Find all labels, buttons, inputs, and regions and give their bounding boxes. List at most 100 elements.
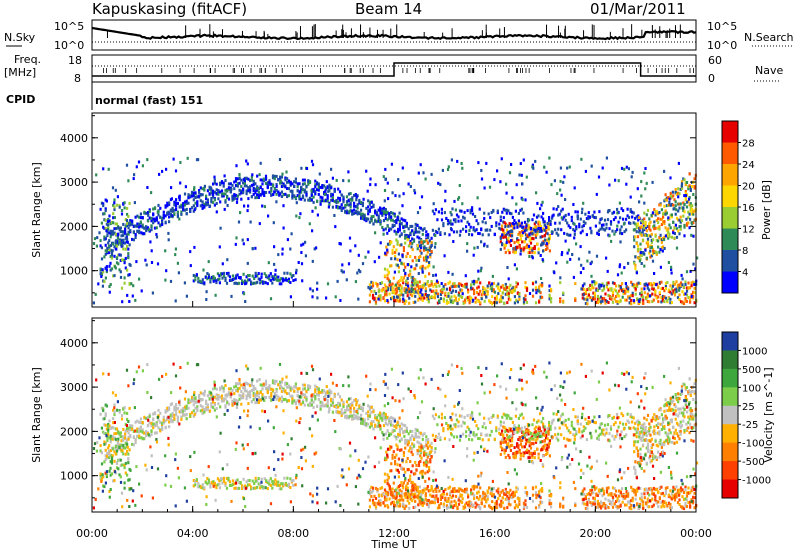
power-cell <box>680 180 684 184</box>
power-cell <box>500 297 503 301</box>
power-cell <box>660 223 663 226</box>
power-cell <box>523 246 526 250</box>
power-cell <box>619 216 622 220</box>
power-cell <box>389 282 392 285</box>
power-cell <box>624 282 627 285</box>
power-cell <box>634 284 637 288</box>
power-cell <box>474 296 477 300</box>
velocity-cell <box>249 390 252 394</box>
power-cell <box>586 288 589 292</box>
power-cell <box>538 286 541 290</box>
velocity-cell <box>112 447 115 451</box>
power-cell <box>424 292 427 296</box>
power-cell <box>261 182 264 186</box>
power-cell <box>269 278 272 282</box>
power-cell <box>193 186 196 190</box>
power-cell <box>684 280 687 284</box>
power-cell <box>515 202 518 206</box>
power-cell <box>540 225 543 229</box>
power-cell <box>286 278 289 282</box>
velocity-cell <box>110 425 114 429</box>
power-cell <box>442 284 445 288</box>
power-cell <box>250 195 253 199</box>
velocity-cell <box>308 403 312 407</box>
power-cell <box>161 169 164 173</box>
power-cell <box>353 201 356 205</box>
power-cell <box>418 244 421 248</box>
power-cell <box>645 213 648 217</box>
power-cell <box>618 300 621 304</box>
power-cell <box>677 195 680 199</box>
power-cell <box>289 295 292 299</box>
power-cell <box>457 291 461 295</box>
velocity-cell <box>260 485 263 489</box>
power-cell <box>531 288 535 292</box>
power-cell <box>605 281 609 285</box>
power-cell <box>251 282 254 285</box>
power-cell <box>525 228 528 232</box>
velocity-cell <box>261 383 264 387</box>
power-cell <box>548 234 551 238</box>
power-cell <box>108 264 111 268</box>
power-cell <box>178 217 181 221</box>
power-cell <box>521 182 524 186</box>
power-cell <box>506 266 509 269</box>
power-cell <box>683 223 686 227</box>
power-cell <box>259 278 262 282</box>
power-cell <box>104 252 107 256</box>
power-cell <box>485 289 488 293</box>
velocity-cell <box>213 403 216 407</box>
power-cell <box>283 278 286 282</box>
power-cell <box>644 248 647 252</box>
power-cell <box>646 283 649 287</box>
power-cell <box>591 280 594 284</box>
power-cell <box>508 251 511 255</box>
velocity-cell <box>404 430 407 434</box>
power-cell <box>157 203 160 207</box>
velocity-cell <box>168 425 171 429</box>
velocity-cell <box>224 397 227 401</box>
power-cell <box>454 218 457 222</box>
velocity-cell <box>234 479 238 483</box>
power-cell <box>202 268 205 272</box>
power-cell <box>633 238 636 242</box>
power-cell <box>598 221 601 225</box>
velocity-cell <box>367 422 370 426</box>
power-cell <box>377 297 380 301</box>
power-cell <box>420 240 423 244</box>
velocity-cell <box>99 477 102 481</box>
power-cell <box>519 234 522 238</box>
power-cell <box>668 232 671 236</box>
power-cell <box>504 208 507 212</box>
power-cell <box>506 238 509 242</box>
power-cell <box>473 288 476 292</box>
power-cell <box>636 187 639 191</box>
power-cell <box>395 291 398 295</box>
power-cell <box>661 299 664 303</box>
power-cell <box>345 211 349 215</box>
power-cell <box>404 271 407 275</box>
power-cell <box>241 282 244 285</box>
power-cell <box>598 297 601 301</box>
power-cell <box>424 282 427 286</box>
power-cell <box>391 286 394 290</box>
power-cell <box>507 236 510 240</box>
velocity-cell <box>393 429 396 433</box>
power-cell <box>340 209 343 212</box>
power-cell <box>516 282 519 286</box>
power-cell <box>505 191 508 195</box>
power-cell <box>409 240 412 243</box>
power-cell <box>192 198 195 202</box>
power-cell <box>433 296 436 300</box>
power-cell <box>460 219 463 223</box>
power-cell <box>275 275 278 279</box>
power-cell <box>658 225 661 229</box>
power-cell <box>644 226 647 230</box>
velocity-cell <box>217 394 220 398</box>
power-cell <box>492 281 495 285</box>
power-cell <box>250 175 253 179</box>
power-cell <box>679 227 682 231</box>
power-cell <box>161 223 164 226</box>
velocity-cell <box>308 386 312 389</box>
power-cell <box>277 253 280 257</box>
